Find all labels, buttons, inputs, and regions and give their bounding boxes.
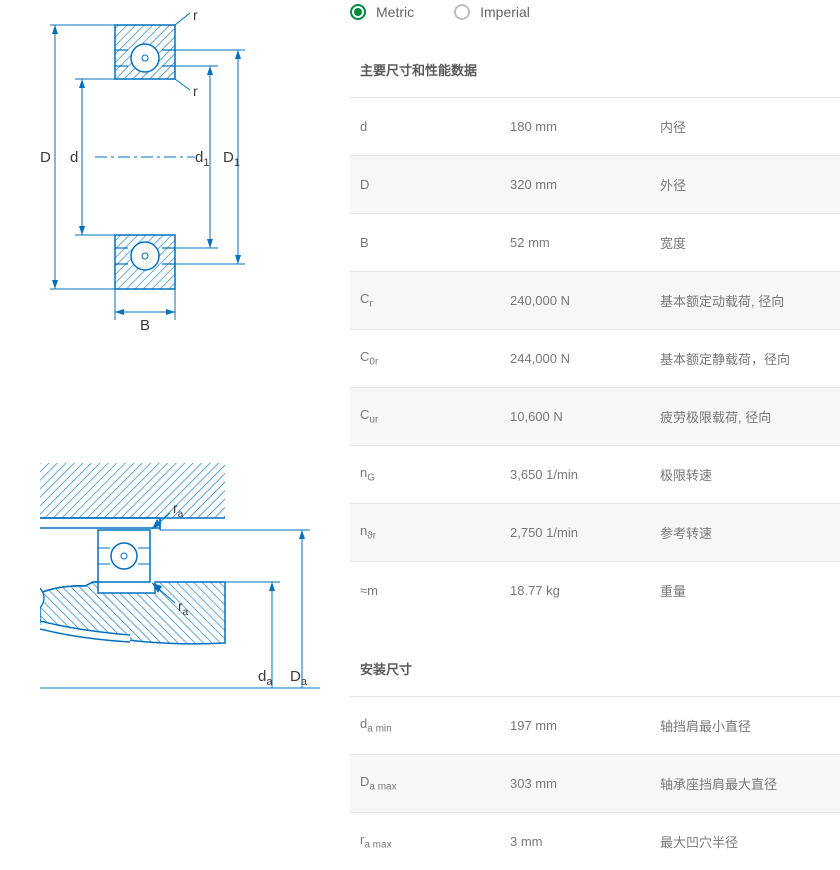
unit-imperial-radio[interactable]: Imperial [454,4,530,20]
dim-d: d [70,149,78,166]
value-cell: 197 mm [510,718,660,733]
table-row: Cr240,000 N基本额定动载荷, 径向 [350,271,840,329]
description-cell: 宽度 [660,233,830,252]
mounting-diagram: ra ra da Da [40,463,340,706]
svg-text:d1: d1 [195,149,209,169]
table-row: Cur10,600 N疲劳极限载荷, 径向 [350,387,840,445]
description-cell: 基本额定动载荷, 径向 [660,291,830,310]
value-cell: 2,750 1/min [510,525,660,540]
description-cell: 基本额定静载荷，径向 [660,349,830,368]
dim-D1: D [223,149,234,166]
description-cell: 轴承座挡肩最大直径 [660,774,830,793]
description-cell: 内径 [660,117,830,136]
symbol-cell: D [360,177,510,192]
symbol-cell: ra max [360,832,510,851]
value-cell: 52 mm [510,235,660,250]
description-cell: 重量 [660,581,830,600]
section-title-mounting: 安装尺寸 [350,659,840,696]
unit-metric-radio[interactable]: Metric [350,4,414,20]
description-cell: 参考转速 [660,523,830,542]
description-cell: 疲劳极限载荷, 径向 [660,407,830,426]
value-cell: 180 mm [510,119,660,134]
description-cell: 极限转速 [660,465,830,484]
description-cell: 外径 [660,175,830,194]
symbol-cell: d [360,119,510,134]
symbol-cell: Cr [360,291,510,310]
value-cell: 320 mm [510,177,660,192]
symbol-cell: C0r [360,349,510,368]
value-cell: 244,000 N [510,351,660,366]
dim-r2: r [193,83,198,99]
symbol-cell: B [360,235,510,250]
value-cell: 18.77 kg [510,583,660,598]
symbol-cell: nG [360,465,510,484]
svg-text:Da: Da [290,668,308,688]
symbol-cell: da min [360,716,510,735]
table-row: D320 mm外径 [350,155,840,213]
dim-r1: r [193,10,198,23]
table-row: Da max303 mm轴承座挡肩最大直径 [350,754,840,812]
symbol-cell: Cur [360,407,510,426]
table-row: d180 mm内径 [350,97,840,155]
table-row: nϑr2,750 1/min参考转速 [350,503,840,561]
dim-B: B [140,317,150,334]
description-cell: 轴挡肩最小直径 [660,716,830,735]
value-cell: 3,650 1/min [510,467,660,482]
symbol-cell: Da max [360,774,510,793]
section-title-main: 主要尺寸和性能数据 [350,60,840,97]
symbol-cell: ≈m [360,583,510,598]
table-row: nG3,650 1/min极限转速 [350,445,840,503]
table-row: C0r244,000 N基本额定静载荷，径向 [350,329,840,387]
radio-icon [350,4,366,20]
symbol-cell: nϑr [360,523,510,542]
bearing-cross-section-diagram: D d d1 D1 [40,10,340,343]
value-cell: 240,000 N [510,293,660,308]
dim-D: D [40,149,51,166]
table-row: ra max3 mm最大凹穴半径 [350,812,840,870]
value-cell: 303 mm [510,776,660,791]
table-row: ≈m18.77 kg重量 [350,561,840,619]
svg-text:D1: D1 [223,149,240,169]
value-cell: 10,600 N [510,409,660,424]
unit-metric-label: Metric [376,4,414,20]
value-cell: 3 mm [510,834,660,849]
svg-text:da: da [258,668,273,688]
radio-icon [454,4,470,20]
description-cell: 最大凹穴半径 [660,832,830,851]
unit-imperial-label: Imperial [480,4,530,20]
unit-toggle: Metric Imperial [350,4,840,20]
mounting-dimensions-table: da min197 mm轴挡肩最小直径Da max303 mm轴承座挡肩最大直径… [350,696,840,870]
table-row: B52 mm宽度 [350,213,840,271]
table-row: da min197 mm轴挡肩最小直径 [350,696,840,754]
dim-d1: d [195,149,203,166]
main-dimensions-table: d180 mm内径D320 mm外径B52 mm宽度Cr240,000 N基本额… [350,97,840,619]
